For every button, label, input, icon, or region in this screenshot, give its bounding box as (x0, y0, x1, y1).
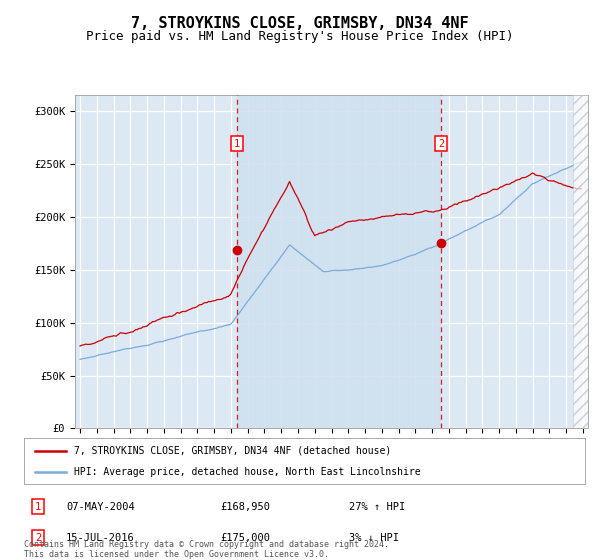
Text: 3% ↓ HPI: 3% ↓ HPI (349, 533, 400, 543)
Text: 2: 2 (35, 533, 41, 543)
Text: 1: 1 (233, 138, 240, 148)
Text: Contains HM Land Registry data © Crown copyright and database right 2024.
This d: Contains HM Land Registry data © Crown c… (24, 540, 389, 559)
Text: £175,000: £175,000 (220, 533, 271, 543)
Text: 1: 1 (35, 502, 41, 512)
Text: 07-MAY-2004: 07-MAY-2004 (66, 502, 135, 512)
Text: 27% ↑ HPI: 27% ↑ HPI (349, 502, 406, 512)
Text: 7, STROYKINS CLOSE, GRIMSBY, DN34 4NF: 7, STROYKINS CLOSE, GRIMSBY, DN34 4NF (131, 16, 469, 31)
Bar (573, 95, 600, 428)
Text: Price paid vs. HM Land Registry's House Price Index (HPI): Price paid vs. HM Land Registry's House … (86, 30, 514, 44)
Text: HPI: Average price, detached house, North East Lincolnshire: HPI: Average price, detached house, Nort… (74, 467, 421, 477)
Text: £168,950: £168,950 (220, 502, 271, 512)
Text: 7, STROYKINS CLOSE, GRIMSBY, DN34 4NF (detached house): 7, STROYKINS CLOSE, GRIMSBY, DN34 4NF (d… (74, 446, 392, 456)
Text: 2: 2 (438, 138, 444, 148)
Bar (237, 95, 441, 428)
Text: 15-JUL-2016: 15-JUL-2016 (66, 533, 135, 543)
